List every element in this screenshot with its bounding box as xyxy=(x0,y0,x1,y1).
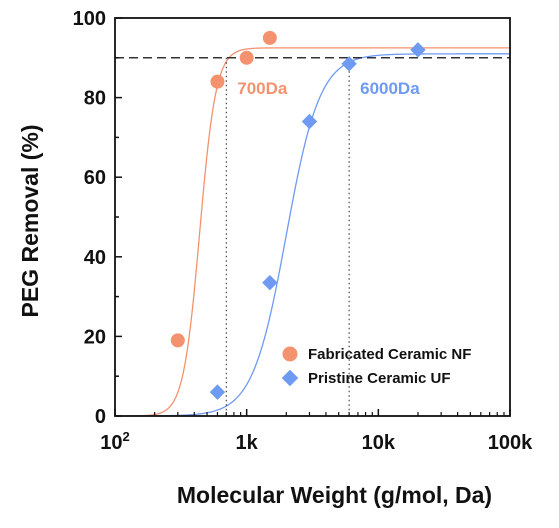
legend: Fabricated Ceramic NF Pristine Ceramic UF xyxy=(281,346,471,387)
x-axis-title: Molecular Weight (g/mol, Da) xyxy=(177,482,492,508)
y-tick-label-0: 0 xyxy=(95,406,106,428)
x-tick-label-10000: 10k xyxy=(362,432,396,454)
x-tick-label-100000: 100k xyxy=(488,432,533,454)
x-tick-label-100: 102 xyxy=(100,429,129,454)
data-point-s1-4 xyxy=(262,30,277,45)
data-point-s2-2 xyxy=(262,274,278,291)
cutoff-label-1: 700Da xyxy=(237,79,288,98)
y-axis-title: PEG Removal (%) xyxy=(17,125,43,318)
data-point-s2-4 xyxy=(341,56,357,72)
data-points xyxy=(170,30,426,400)
data-point-s1-1 xyxy=(170,333,185,348)
legend-label-2: Pristine Ceramic UF xyxy=(308,370,451,387)
data-point-s2-5 xyxy=(410,42,426,58)
axis-ticks xyxy=(114,17,511,417)
data-point-s1-2 xyxy=(210,74,225,89)
data-point-s1-3 xyxy=(239,50,254,65)
y-tick-label-60: 60 xyxy=(84,167,106,189)
cutoff-label-2: 6000Da xyxy=(360,79,420,98)
reference-lines xyxy=(115,57,510,416)
y-tick-label-40: 40 xyxy=(84,247,106,269)
labels: 0 20 40 60 80 100 102 1k 10k 100k Molecular Weight… xyxy=(17,8,533,508)
x-tick-label-1000: 1k xyxy=(236,432,259,454)
data-point-s2-3 xyxy=(301,113,318,130)
legend-label-1: Fabricated Ceramic NF xyxy=(308,346,471,363)
data-point-s2-1 xyxy=(209,384,226,400)
fit-curve-1 xyxy=(115,47,510,417)
y-tick-label-100: 100 xyxy=(73,8,106,30)
y-tick-label-80: 80 xyxy=(84,88,106,110)
legend-marker-1 xyxy=(282,346,298,362)
y-tick-label-20: 20 xyxy=(84,326,106,348)
legend-marker-2 xyxy=(281,369,299,387)
